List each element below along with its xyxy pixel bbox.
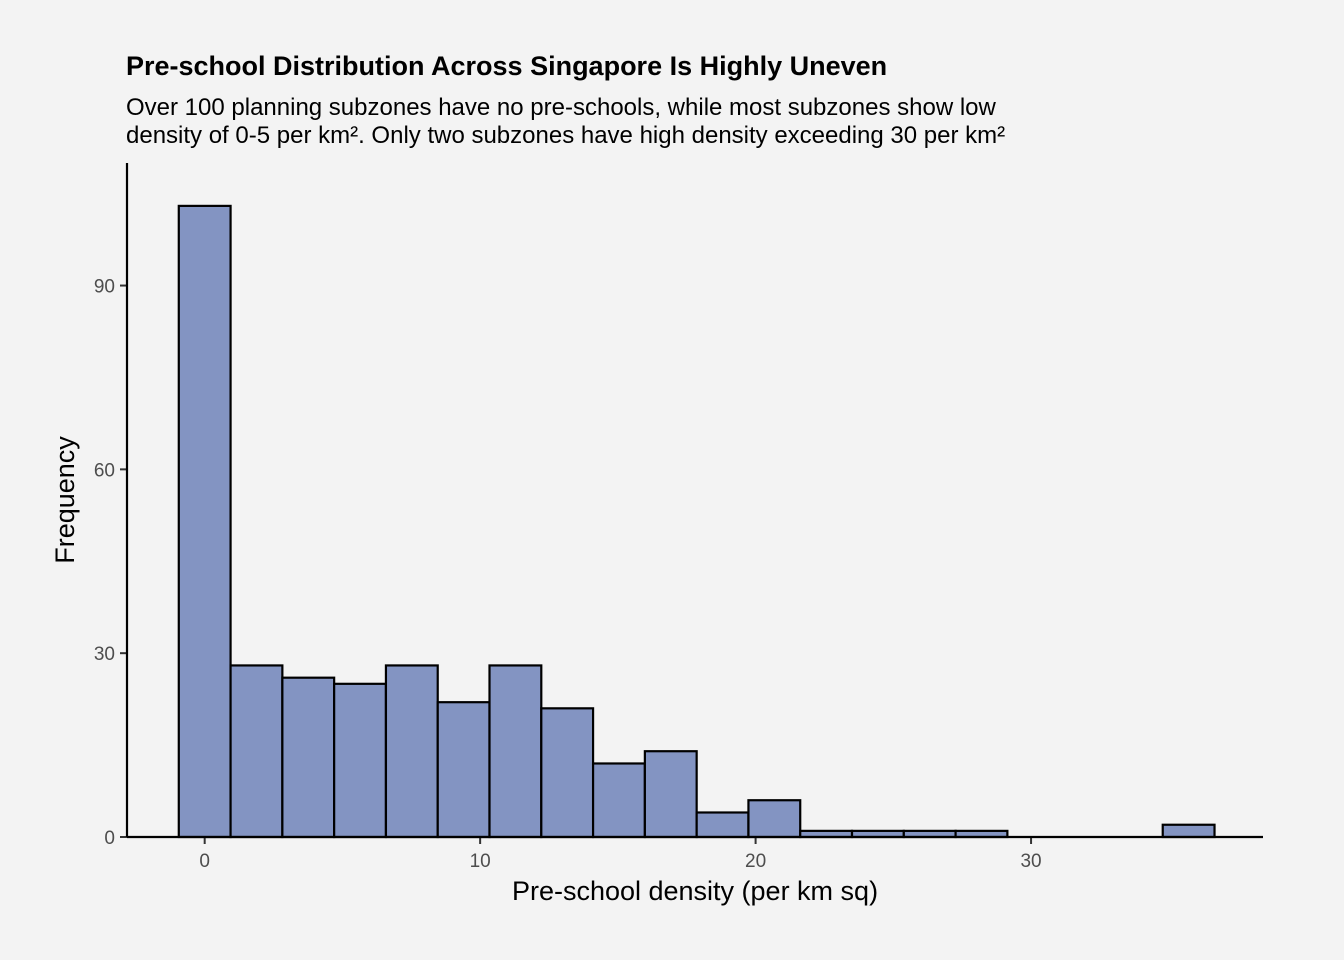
histogram-bar — [540, 707, 595, 839]
x-tick-label: 10 — [470, 851, 491, 872]
x-tick-label: 30 — [1020, 851, 1041, 872]
histogram-bar — [229, 664, 284, 839]
histogram-bar — [384, 664, 439, 839]
histogram-bar — [1161, 823, 1216, 839]
histogram-bar — [177, 204, 232, 839]
x-axis-title: Pre-school density (per km sq) — [512, 876, 878, 906]
histogram-bar — [643, 750, 698, 839]
y-tick-label: 30 — [94, 644, 115, 665]
histogram-bar — [488, 664, 543, 839]
histogram-bar — [591, 762, 646, 839]
y-tick-label: 60 — [94, 460, 115, 481]
axis-ticks: 0 10 20 30 0 30 60 90 — [94, 277, 1042, 872]
histogram-bar — [747, 799, 802, 839]
chart-title: Pre-school Distribution Across Singapore… — [126, 51, 887, 81]
y-tick-label: 90 — [94, 277, 115, 298]
histogram-bars — [177, 204, 1216, 839]
y-tick-label: 0 — [104, 828, 115, 849]
histogram-bar — [695, 811, 750, 839]
x-tick-label: 0 — [199, 851, 210, 872]
y-axis-title: Frequency — [50, 436, 80, 564]
histogram-bar — [436, 701, 491, 839]
chart-subtitle-line-1: Over 100 planning subzones have no pre-s… — [126, 94, 996, 121]
histogram-bar — [281, 676, 336, 839]
chart-subtitle-line-2: density of 0-5 per km². Only two subzone… — [126, 122, 1005, 149]
histogram-bar — [333, 682, 388, 839]
x-tick-label: 20 — [745, 851, 766, 872]
